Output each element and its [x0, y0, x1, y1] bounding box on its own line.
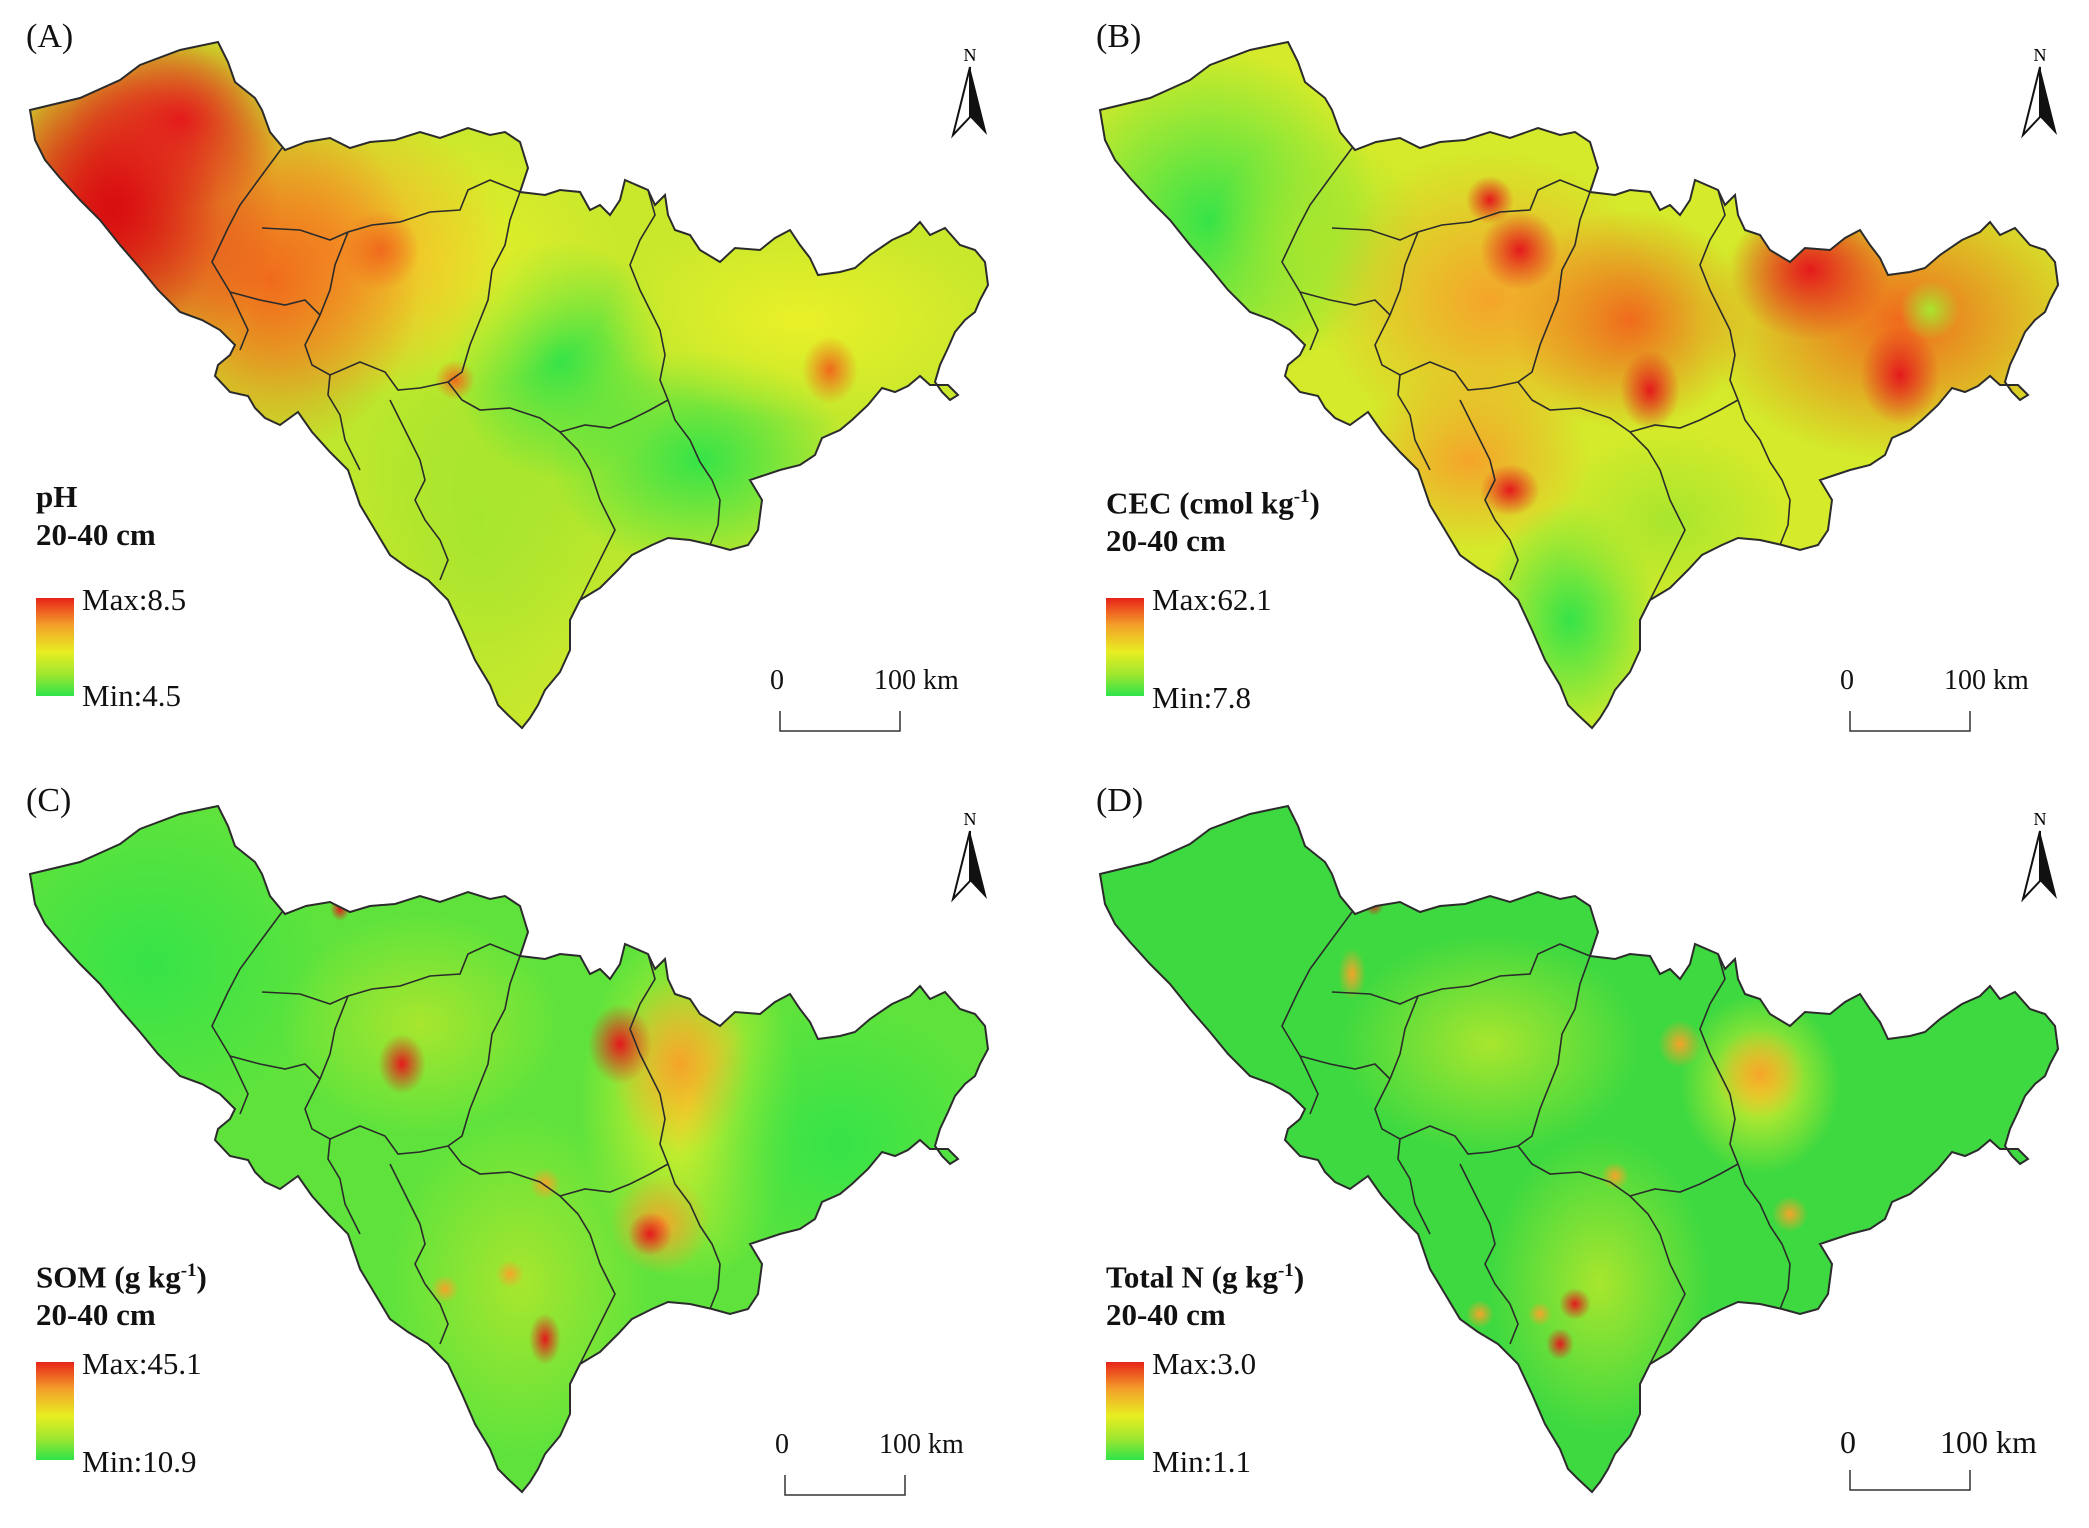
scale-bar: 0 100 km [775, 1429, 985, 1519]
legend-min: Min:4.5 [82, 678, 182, 713]
depth-label: 20-40 cm [1106, 523, 1226, 559]
scale-line [1849, 1470, 1971, 1491]
map-total-n [1099, 805, 2059, 1493]
variable-name: SOM [36, 1259, 107, 1295]
legend-color-ramp [1106, 598, 1144, 696]
panel-b: (B) N CEC (cmol kg-1) 20-40 cm Max:62.1 … [1070, 0, 2089, 764]
variable-title: pH 20-40 cm [36, 478, 156, 554]
variable-name: CEC [1106, 485, 1172, 521]
legend-min: Min:10.9 [82, 1444, 197, 1479]
north-arrow-icon: N [2022, 45, 2058, 136]
svg-text:N: N [964, 809, 977, 829]
variable-name: Total N [1106, 1259, 1204, 1295]
panel-label: (B) [1096, 18, 1142, 55]
legend-min: Min:1.1 [1152, 1444, 1252, 1479]
svg-text:N: N [2034, 809, 2047, 829]
legend-min: Min:7.8 [1152, 680, 1252, 715]
scale-bar: 0 100 km [1840, 1424, 2050, 1514]
variable-title: CEC (cmol kg-1) 20-40 cm [1106, 485, 1320, 559]
scale-hundred: 100 km [874, 665, 959, 696]
scale-line [1849, 711, 1971, 732]
panel-label: (D) [1096, 782, 1144, 819]
depth-label: 20-40 cm [36, 517, 156, 552]
legend-color-ramp [1106, 1362, 1144, 1460]
panel-d: (D) N Total N (g kg-1) 20-40 cm Max:3.0 … [1070, 764, 2089, 1528]
variable-title: SOM (g kg-1) 20-40 cm [36, 1259, 207, 1333]
scale-bar: 0 100 km [770, 665, 980, 755]
variable-title: Total N (g kg-1) 20-40 cm [1106, 1259, 1305, 1333]
legend-max: Max:62.1 [1152, 582, 1272, 617]
legend-color-ramp [36, 598, 74, 696]
depth-label: 20-40 cm [1106, 1297, 1226, 1333]
north-arrow-icon: N [2022, 809, 2058, 900]
panel-label: (A) [26, 18, 74, 55]
scale-bar: 0 100 km [1840, 665, 2050, 755]
legend-color-ramp [36, 1362, 74, 1460]
scale-line [784, 1475, 906, 1496]
map-ph [29, 41, 989, 729]
panel-label: (C) [26, 782, 72, 819]
scale-line [779, 711, 901, 732]
north-label: N [964, 45, 977, 65]
panel-a: (A) N pH 20-40 cm Max:8.5 Min:4.5 0 100 … [0, 0, 1044, 764]
north-arrow-icon: N [952, 809, 988, 900]
legend-max: Max:3.0 [1152, 1346, 1257, 1381]
north-arrow-icon: N [952, 45, 988, 136]
legend-max: Max:45.1 [82, 1346, 202, 1381]
depth-label: 20-40 cm [36, 1297, 156, 1333]
map-som [29, 805, 989, 1493]
variable-name: pH [36, 479, 78, 514]
scale-zero: 0 [770, 665, 784, 696]
svg-text:N: N [2034, 45, 2047, 65]
panel-c: (C) N SOM (g kg-1) 20-40 cm Max:45.1 Min… [0, 764, 1044, 1528]
legend-max: Max:8.5 [82, 582, 187, 617]
map-cec [1099, 41, 2059, 729]
